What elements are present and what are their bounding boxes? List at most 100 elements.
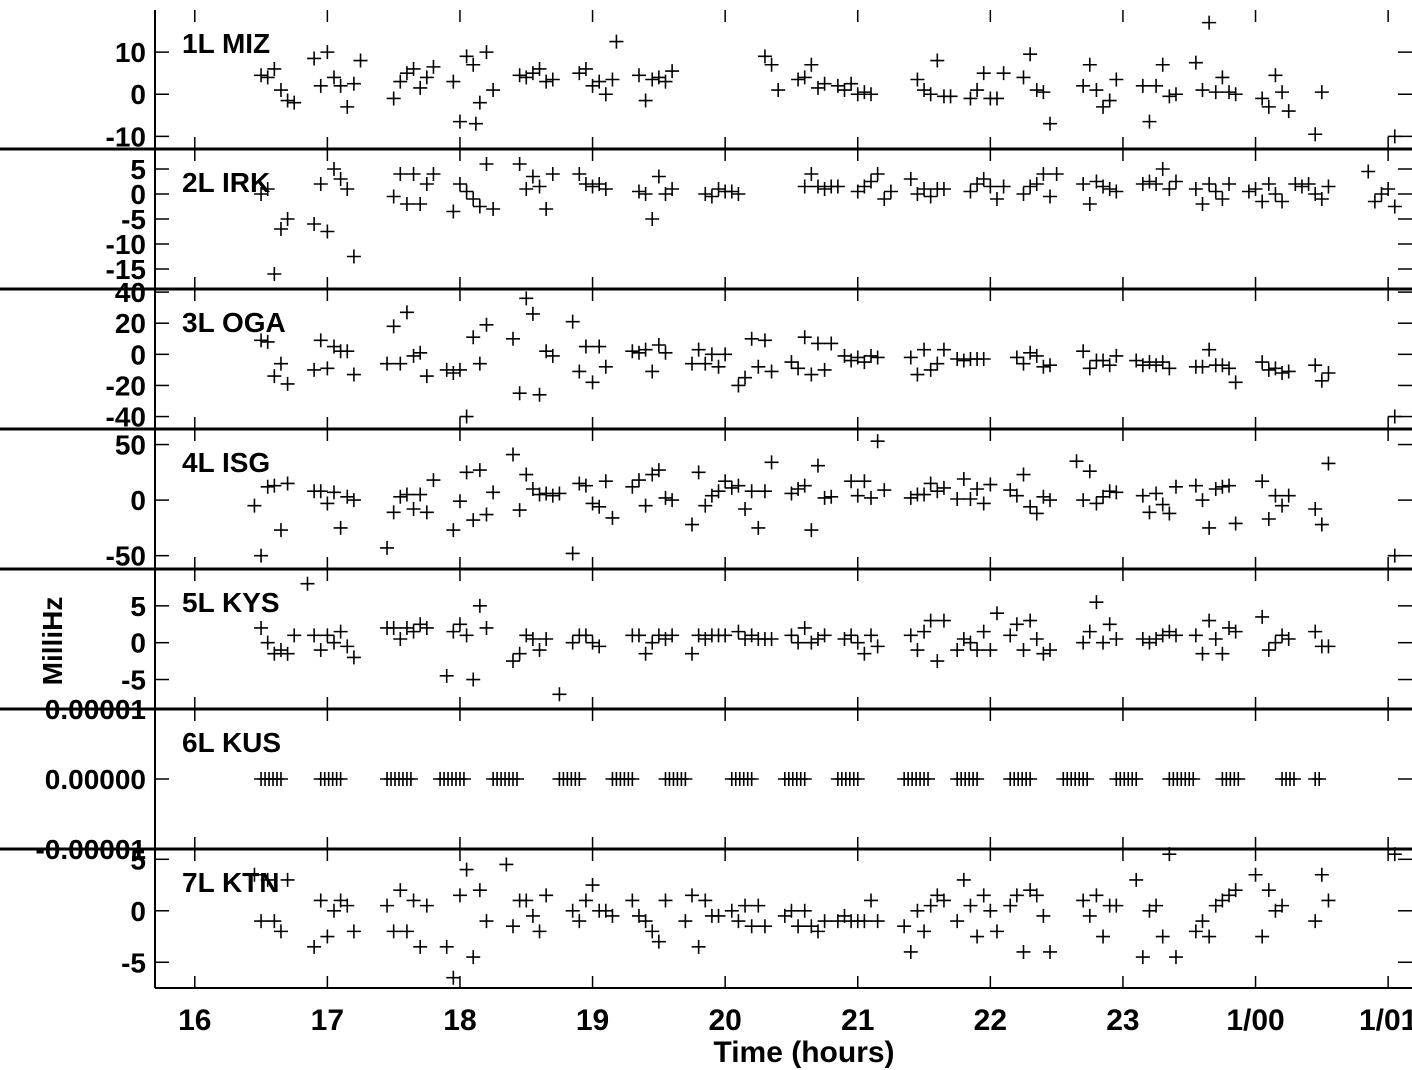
- station-label: 2L IRK: [182, 167, 270, 198]
- data-point: [386, 91, 401, 106]
- data-point: [466, 672, 481, 687]
- data-point: [1202, 177, 1217, 191]
- data-point: [651, 463, 666, 478]
- data-point: [1102, 617, 1117, 632]
- data-point: [393, 632, 408, 646]
- data-point: [731, 914, 746, 929]
- series-points: [254, 772, 1327, 786]
- data-point: [399, 197, 414, 211]
- data-point: [1361, 164, 1376, 179]
- data-point: [380, 540, 395, 555]
- data-point: [1208, 184, 1223, 199]
- data-point: [479, 507, 494, 522]
- data-point: [903, 628, 918, 643]
- data-point: [572, 167, 587, 181]
- data-point: [300, 576, 315, 591]
- data-point: [525, 482, 540, 496]
- data-point: [380, 356, 395, 371]
- y-tick-label: 0: [130, 896, 146, 927]
- data-point: [757, 484, 772, 499]
- data-point: [921, 772, 936, 786]
- data-point: [479, 45, 494, 60]
- data-point: [1312, 772, 1327, 786]
- data-point: [764, 632, 779, 646]
- data-point: [837, 83, 852, 98]
- data-point: [864, 174, 879, 189]
- data-point: [413, 80, 428, 95]
- data-point: [917, 924, 932, 939]
- data-point: [1096, 635, 1111, 650]
- data-point: [273, 356, 288, 371]
- data-point: [459, 409, 474, 424]
- data-point: [824, 489, 839, 504]
- data-point: [346, 367, 361, 382]
- data-point: [1043, 493, 1058, 508]
- data-point: [1308, 502, 1323, 516]
- x-tick-label: 16: [178, 1004, 211, 1037]
- station-label: 3L OGA: [182, 307, 286, 338]
- data-point: [452, 114, 467, 129]
- data-point: [1202, 342, 1217, 357]
- data-point: [399, 305, 414, 320]
- x-tick-label: 23: [1106, 1004, 1139, 1037]
- data-point: [936, 893, 951, 908]
- data-point: [1016, 643, 1031, 658]
- data-point: [1195, 914, 1210, 929]
- data-point: [1367, 194, 1382, 209]
- data-point: [797, 478, 812, 493]
- data-point: [1241, 184, 1256, 199]
- data-point: [539, 74, 554, 89]
- data-point: [1261, 512, 1276, 526]
- data-point: [578, 177, 593, 191]
- data-point: [1036, 489, 1051, 504]
- data-point: [797, 772, 812, 786]
- data-point: [824, 336, 839, 351]
- data-point: [1255, 194, 1270, 209]
- data-point: [850, 772, 865, 786]
- data-point: [1255, 609, 1270, 624]
- data-point: [1109, 898, 1124, 913]
- data-point: [625, 344, 640, 359]
- data-point: [718, 628, 733, 643]
- data-point: [930, 484, 945, 499]
- data-point: [956, 353, 971, 368]
- data-point: [930, 53, 945, 68]
- series-points: [254, 576, 1336, 702]
- data-point: [585, 375, 600, 390]
- data-point: [804, 367, 819, 382]
- data-point: [1102, 484, 1117, 499]
- data-point: [340, 898, 355, 913]
- data-point: [784, 903, 799, 918]
- data-point: [1109, 184, 1124, 199]
- y-tick-label: -5: [121, 665, 146, 696]
- data-point: [698, 356, 713, 371]
- data-point: [950, 492, 965, 506]
- data-point: [512, 157, 527, 171]
- data-point: [1142, 635, 1157, 650]
- data-point: [1168, 950, 1183, 965]
- station-label: 5L KYS: [182, 587, 280, 618]
- data-point: [1281, 364, 1296, 379]
- data-point: [870, 914, 885, 929]
- data-point: [519, 467, 534, 482]
- data-point: [333, 772, 348, 786]
- data-point: [486, 202, 501, 216]
- data-point: [658, 490, 673, 505]
- data-point: [1029, 348, 1044, 363]
- data-point: [1261, 177, 1276, 191]
- data-point: [1080, 772, 1095, 786]
- data-point: [1275, 85, 1290, 100]
- data-point: [426, 167, 441, 181]
- data-point: [651, 338, 666, 352]
- data-point: [744, 628, 759, 643]
- data-point: [452, 494, 467, 509]
- series-points: [247, 434, 1402, 563]
- data-point: [1009, 888, 1024, 903]
- data-point: [426, 59, 441, 74]
- data-point: [403, 772, 418, 786]
- data-point: [797, 903, 812, 918]
- data-point: [254, 914, 269, 929]
- data-point: [1162, 624, 1177, 639]
- data-point: [685, 888, 700, 903]
